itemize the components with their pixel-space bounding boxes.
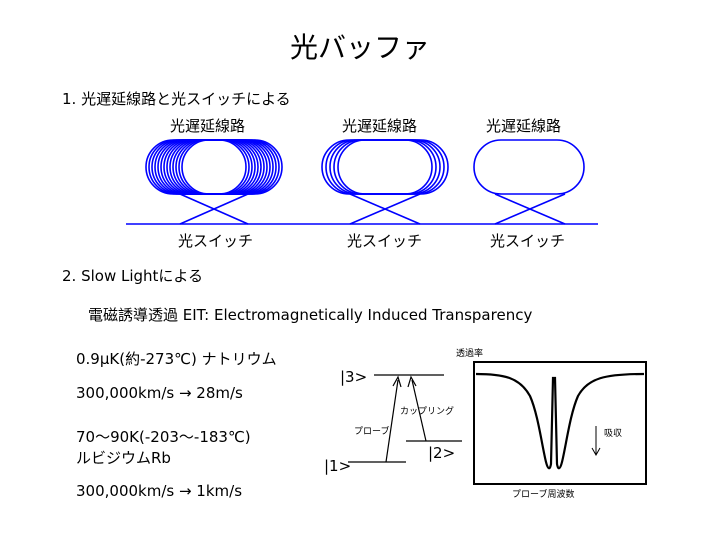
switch-label-3: 光スイッチ	[490, 232, 566, 250]
level-3-label: |3>	[340, 368, 368, 386]
level-diagram	[348, 374, 462, 463]
spectrum-frame	[473, 361, 647, 485]
sodium-speed: 300,000km/s → 28m/s	[76, 384, 243, 402]
eit-description: 電磁誘導透過 EIT: Electromagnetically Induced …	[88, 306, 533, 324]
transmission-curve	[475, 372, 645, 470]
rubidium-speed: 300,000km/s → 1km/s	[76, 482, 243, 500]
spectrum-ylabel: 透過率	[456, 349, 484, 359]
rubidium-condition: 70～90K(-203～-183℃)	[76, 428, 251, 446]
delay-line-label-1: 光遅延線路	[170, 117, 246, 135]
coupling-arrowhead	[407, 375, 417, 388]
spectrum-xlabel: プローブ周波数	[512, 490, 575, 500]
probe-label: プローブ	[354, 427, 390, 437]
coupling-arrow	[411, 379, 427, 442]
delay-loops-2	[321, 139, 449, 195]
switch-1	[179, 193, 249, 225]
level-1-label: |1>	[324, 457, 352, 475]
coupling-label: カップリング	[400, 407, 455, 417]
probe-arrowhead	[392, 375, 402, 388]
page-title: 光バッファ	[289, 31, 430, 64]
section2-heading: 2. Slow Lightによる	[62, 267, 203, 285]
switch-3	[494, 193, 566, 225]
probe-arrow	[385, 379, 399, 463]
delay-line-label-3: 光遅延線路	[486, 117, 562, 135]
switch-label-2: 光スイッチ	[347, 232, 423, 250]
switch-label-1: 光スイッチ	[178, 232, 254, 250]
delay-loops-3	[473, 139, 585, 195]
absorption-arrowhead	[591, 447, 601, 457]
delay-line-label-2: 光遅延線路	[342, 117, 418, 135]
delay-loops-1	[145, 139, 283, 195]
sodium-condition: 0.9μK(約-273℃) ナトリウム	[76, 350, 277, 368]
absorption-label: 吸収	[604, 429, 623, 439]
rubidium-name: ルビジウムRb	[76, 449, 171, 467]
section1-heading: 1. 光遅延線路と光スイッチによる	[62, 90, 291, 108]
switch-2	[349, 193, 421, 225]
level-2-label: |2>	[428, 444, 456, 462]
spectrum-plot	[473, 361, 647, 485]
